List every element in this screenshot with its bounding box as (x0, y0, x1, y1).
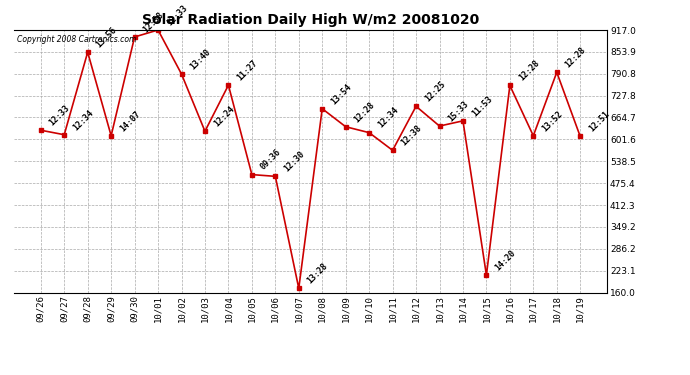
Text: 09:36: 09:36 (259, 148, 283, 172)
Text: 14:20: 14:20 (493, 248, 518, 272)
Text: 13:56: 13:56 (95, 26, 119, 50)
Text: 12:28: 12:28 (353, 100, 377, 124)
Text: 11:27: 11:27 (235, 58, 259, 82)
Text: 12:51: 12:51 (587, 110, 611, 134)
Text: 12:34: 12:34 (376, 106, 400, 130)
Text: Copyright 2008 Cartronics.com: Copyright 2008 Cartronics.com (17, 35, 136, 44)
Text: 15:33: 15:33 (446, 99, 471, 123)
Text: 12:30: 12:30 (282, 150, 306, 174)
Text: 12:28: 12:28 (564, 45, 588, 69)
Text: 12:24: 12:24 (212, 104, 236, 129)
Text: 12:34: 12:34 (71, 108, 95, 132)
Text: 13:28: 13:28 (306, 261, 330, 285)
Text: 13:52: 13:52 (540, 109, 564, 133)
Text: 12:38: 12:38 (400, 123, 424, 147)
Text: 13:54: 13:54 (329, 82, 353, 106)
Text: 11:53: 11:53 (470, 94, 494, 118)
Text: 12:58: 12:58 (141, 10, 166, 34)
Text: 12:28: 12:28 (517, 58, 541, 83)
Title: Solar Radiation Daily High W/m2 20081020: Solar Radiation Daily High W/m2 20081020 (142, 13, 479, 27)
Text: 14:07: 14:07 (118, 109, 142, 133)
Text: 12:25: 12:25 (423, 80, 447, 104)
Text: 12:33: 12:33 (48, 104, 72, 128)
Text: 13:40: 13:40 (188, 47, 213, 71)
Text: 12:33: 12:33 (165, 3, 189, 27)
